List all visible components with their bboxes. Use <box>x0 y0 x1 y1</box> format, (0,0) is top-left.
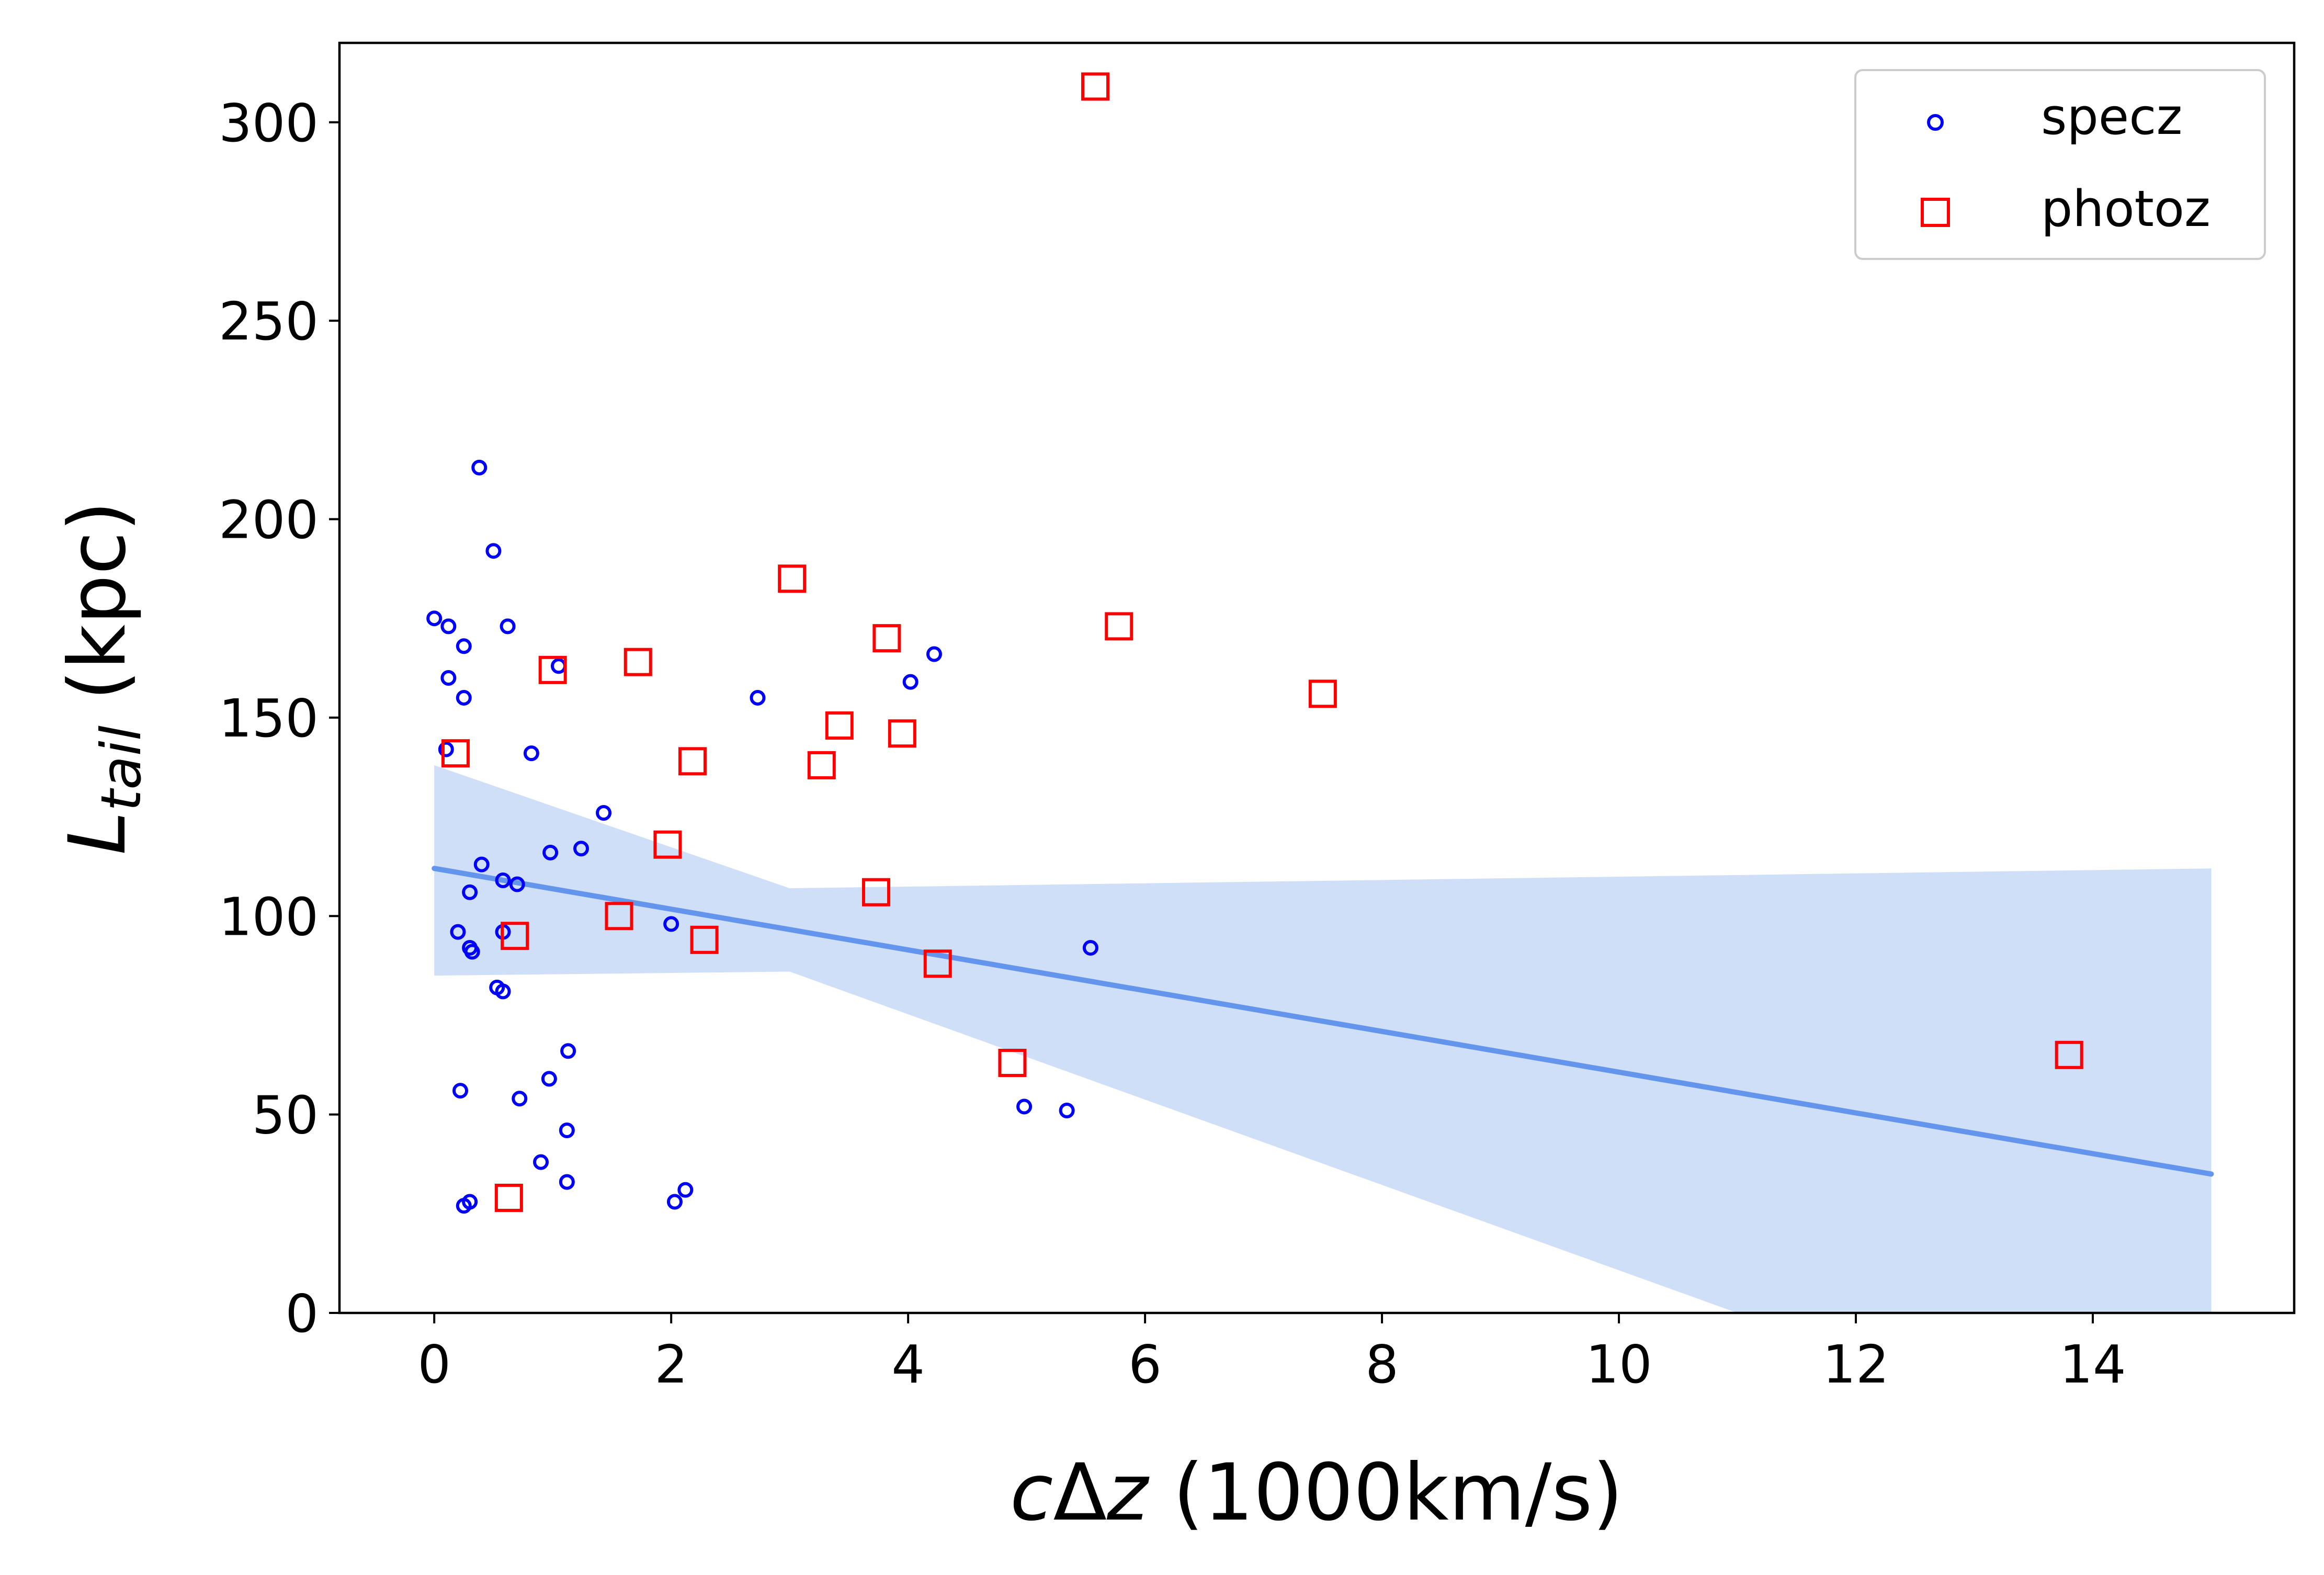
y-tick-label: 50 <box>252 1085 319 1146</box>
point-specz <box>509 876 525 892</box>
point-specz <box>1082 939 1098 956</box>
y-axis-label-units: (kpc) <box>52 501 143 726</box>
point-specz <box>533 1154 549 1170</box>
x-tick-label: 0 <box>417 1334 451 1395</box>
legend-box <box>1854 69 2266 260</box>
point-photoz <box>1308 679 1337 708</box>
point-specz <box>485 543 502 559</box>
y-axis-label-l: L <box>52 811 143 855</box>
y-tick-label: 250 <box>219 291 319 352</box>
point-photoz <box>623 648 652 676</box>
point-photoz <box>825 711 854 740</box>
point-specz <box>471 459 488 475</box>
point-specz <box>523 745 539 762</box>
point-specz <box>541 1071 557 1087</box>
point-photoz <box>1105 612 1133 641</box>
point-specz <box>542 844 559 860</box>
x-tick-label: 12 <box>1822 1334 1889 1395</box>
y-tick-label: 100 <box>219 886 319 947</box>
x-tick-label: 10 <box>1585 1334 1652 1395</box>
x-tick-label: 4 <box>891 1334 925 1395</box>
point-photoz <box>538 655 567 684</box>
point-specz <box>500 618 516 634</box>
legend: specz photoz <box>1854 69 2266 260</box>
point-photoz <box>888 719 916 748</box>
legend-label-specz: specz <box>2041 88 2182 146</box>
x-axis-label-z: z <box>1106 1447 1150 1538</box>
point-photoz <box>923 949 952 978</box>
point-specz <box>495 872 511 888</box>
legend-label-photoz: photoz <box>2041 180 2210 238</box>
legend-marker-specz <box>1927 114 1944 131</box>
x-tick-label: 6 <box>1128 1334 1162 1395</box>
point-specz <box>559 1122 575 1138</box>
point-photoz <box>872 624 901 653</box>
x-axis-label-units: (1000km/s) <box>1148 1447 1623 1538</box>
point-photoz <box>998 1048 1027 1077</box>
point-specz <box>438 741 454 757</box>
point-specz <box>450 924 466 940</box>
point-specz <box>426 610 443 627</box>
plot-frame <box>338 41 2296 1315</box>
point-specz <box>677 1182 694 1198</box>
point-specz <box>440 618 457 634</box>
point-specz <box>462 884 478 900</box>
x-axis: 0 2 4 6 8 10 12 14 <box>417 1313 2126 1395</box>
point-specz <box>1059 1103 1075 1119</box>
point-specz <box>495 983 511 1000</box>
point-specz <box>926 646 942 662</box>
point-specz <box>456 689 472 706</box>
point-specz <box>560 1043 576 1059</box>
point-specz <box>464 944 480 960</box>
point-specz <box>440 670 457 686</box>
point-specz <box>456 1198 472 1214</box>
point-specz <box>573 841 589 857</box>
y-axis-label: Ltail (kpc) <box>52 501 153 855</box>
point-photoz <box>653 830 682 859</box>
series-specz <box>426 459 1098 1214</box>
point-photoz <box>441 739 470 768</box>
x-tick-label: 2 <box>654 1334 688 1395</box>
point-photoz <box>807 751 836 779</box>
point-photoz <box>690 925 719 954</box>
point-specz <box>456 638 472 654</box>
y-axis-label-subscript: tail <box>89 726 153 811</box>
x-axis-label-delta: Δ <box>1053 1447 1107 1538</box>
y-tick-label: 300 <box>219 93 319 154</box>
y-tick-label: 200 <box>219 490 319 551</box>
point-specz <box>902 674 919 690</box>
point-photoz <box>1081 72 1109 101</box>
legend-marker-photoz <box>1921 198 1950 227</box>
point-specz <box>512 1091 528 1107</box>
y-axis: 0 50 100 150 200 250 300 <box>219 93 339 1344</box>
point-specz <box>452 1083 469 1099</box>
regression-confidence-band <box>434 765 2212 1313</box>
point-photoz <box>678 747 707 776</box>
regression-line <box>432 866 2214 1177</box>
point-specz <box>473 856 490 873</box>
y-tick-label: 0 <box>285 1283 319 1344</box>
x-tick-label: 8 <box>1365 1334 1399 1395</box>
point-specz <box>1016 1098 1033 1115</box>
point-specz <box>559 1174 575 1190</box>
point-specz <box>596 805 612 821</box>
point-photoz <box>778 564 807 593</box>
x-tick-label: 14 <box>2059 1334 2126 1395</box>
point-photoz <box>494 1183 523 1212</box>
point-photoz <box>501 922 529 950</box>
point-photoz <box>861 878 890 907</box>
point-specz <box>750 689 766 706</box>
y-tick-label: 150 <box>219 688 319 749</box>
plot-area <box>426 72 2214 1313</box>
x-axis-label-c: c <box>1010 1447 1053 1538</box>
point-photoz <box>2055 1040 2083 1069</box>
point-specz <box>666 1194 683 1210</box>
x-axis-label: cΔz (1000km/s) <box>1010 1447 1623 1538</box>
point-specz <box>663 916 679 932</box>
point-photoz <box>605 902 633 931</box>
series-photoz <box>441 72 2083 1212</box>
